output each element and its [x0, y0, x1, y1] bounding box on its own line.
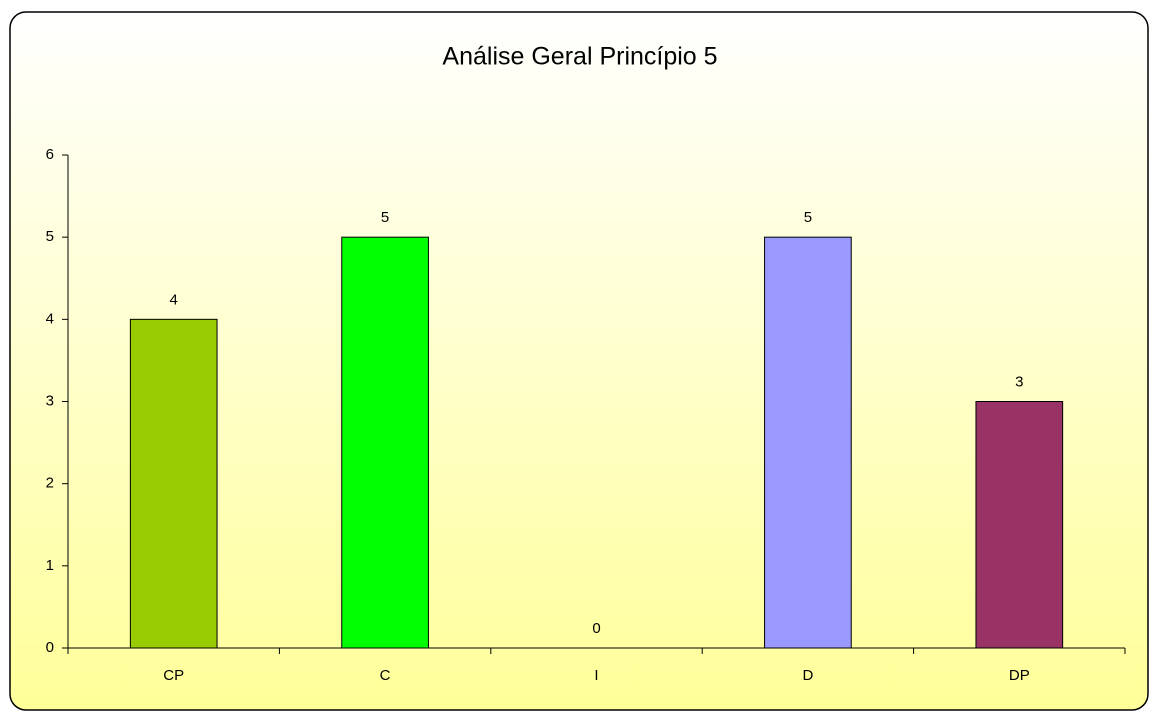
y-tick-label: 6 [46, 146, 54, 163]
y-tick-label: 2 [46, 475, 54, 492]
x-tick-label: DP [1009, 667, 1030, 684]
value-label: 0 [592, 620, 600, 637]
x-tick-label: I [594, 667, 598, 684]
y-tick-label: 4 [46, 310, 54, 327]
bar [975, 401, 1064, 649]
chart-frame [9, 11, 1149, 711]
bar [129, 318, 218, 649]
x-tick-label: C [380, 667, 391, 684]
y-tick-label: 0 [46, 639, 54, 656]
chart-title: Análise Geral Princípio 5 [442, 43, 717, 71]
value-label: 4 [170, 291, 178, 308]
value-label: 5 [381, 209, 389, 226]
bar [341, 236, 429, 649]
value-label: 3 [1015, 373, 1023, 390]
y-tick-label: 5 [46, 228, 54, 245]
y-tick-label: 1 [46, 557, 54, 574]
y-tick-label: 3 [46, 392, 54, 409]
x-tick-label: CP [163, 667, 184, 684]
value-label: 5 [804, 209, 812, 226]
bar [764, 236, 852, 649]
x-tick-label: D [802, 667, 813, 684]
